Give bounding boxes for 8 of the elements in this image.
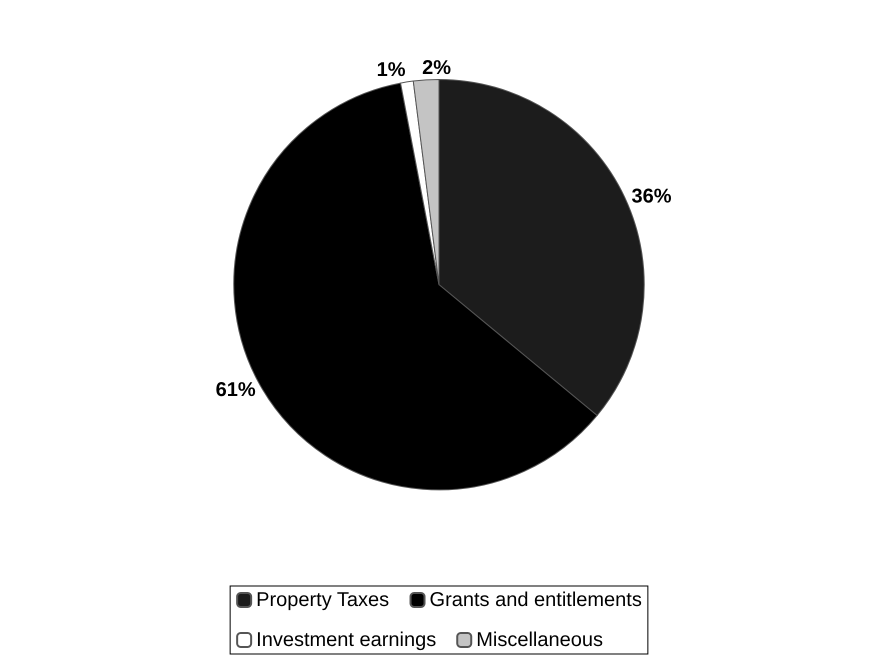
legend-label: Property Taxes <box>256 589 390 611</box>
legend-label: Grants and entitlements <box>430 589 642 611</box>
data-label: 1% <box>376 58 406 81</box>
legend-label: Investment earnings <box>256 629 436 651</box>
legend-label: Miscellaneous <box>476 629 603 651</box>
data-label: 61% <box>216 379 256 402</box>
data-label: 2% <box>422 56 452 79</box>
data-label: 36% <box>632 185 672 208</box>
